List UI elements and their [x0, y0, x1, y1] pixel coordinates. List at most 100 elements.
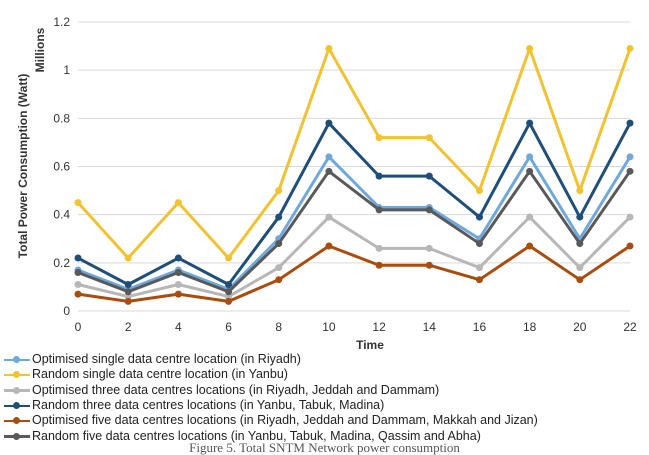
x-tick-label: 0: [75, 320, 82, 334]
y-tick-label: 0.6: [53, 160, 70, 174]
data-point: [174, 290, 182, 298]
data-point: [124, 288, 132, 296]
data-point: [475, 276, 483, 284]
data-point: [576, 213, 584, 221]
data-point: [325, 119, 333, 127]
data-point: [275, 264, 283, 272]
data-point: [124, 281, 132, 289]
data-point: [275, 276, 283, 284]
series-2: [74, 44, 634, 262]
data-point: [74, 281, 82, 289]
data-point: [225, 281, 233, 289]
legend-swatch: [4, 430, 30, 442]
y-axis-unit-label: Millions: [33, 27, 47, 72]
legend-label: Optimised single data centre location (i…: [32, 352, 301, 367]
data-point: [325, 153, 333, 161]
series-line: [77, 155, 632, 291]
data-point: [325, 242, 333, 250]
data-point: [124, 293, 132, 301]
data-point: [526, 44, 534, 52]
data-point: [526, 153, 534, 161]
data-point: [425, 206, 433, 214]
legend-swatch: [4, 369, 30, 381]
data-point: [174, 199, 182, 207]
data-point: [425, 244, 433, 252]
data-point: [74, 199, 82, 207]
data-point: [526, 119, 534, 127]
series-6: [74, 167, 634, 296]
data-point: [425, 261, 433, 269]
x-tick-label: 8: [275, 320, 282, 334]
data-point: [626, 44, 634, 52]
data-point: [325, 213, 333, 221]
data-point: [275, 240, 283, 248]
data-point: [526, 167, 534, 175]
y-tick-label: 0: [63, 304, 70, 318]
legend: Optimised single data centre location (i…: [4, 352, 644, 444]
x-tick-label: 16: [473, 320, 487, 334]
legend-label: Optimised five data centres locations (i…: [32, 413, 538, 428]
x-tick-label: 6: [225, 320, 232, 334]
data-point: [225, 293, 233, 301]
x-tick-label: 22: [623, 320, 637, 334]
y-tick-label: 1: [63, 63, 70, 77]
x-axis-ticks: 0 2 4 6 8 10 12 14 16 18 20 22: [75, 320, 637, 334]
data-point: [475, 240, 483, 248]
data-point: [174, 268, 182, 276]
data-point: [174, 254, 182, 262]
data-point: [74, 254, 82, 262]
data-point: [225, 297, 233, 305]
legend-label: Random five data centres locations (in Y…: [32, 428, 481, 443]
x-tick-label: 2: [125, 320, 132, 334]
series-4: [74, 119, 634, 289]
legend-item: Random three data centres locations (in …: [4, 398, 644, 413]
data-point: [225, 254, 233, 262]
series-line: [77, 215, 632, 299]
data-point: [626, 242, 634, 250]
figure-caption: Figure 5. Total SNTM Network power consu…: [189, 440, 460, 455]
data-point: [275, 213, 283, 221]
legend-label: Optimised three data centres locations (…: [32, 382, 440, 397]
data-point: [124, 254, 132, 262]
data-point: [626, 153, 634, 161]
legend-swatch: [4, 354, 30, 366]
data-point: [475, 264, 483, 272]
data-point: [526, 242, 534, 250]
data-point: [576, 276, 584, 284]
legend-item: Optimised single data centre location (i…: [4, 352, 644, 367]
y-tick-label: 0.2: [53, 256, 70, 270]
legend-item: Optimised five data centres locations (i…: [4, 413, 644, 428]
data-point: [375, 172, 383, 180]
data-point: [576, 187, 584, 195]
series-3: [74, 213, 634, 301]
data-point: [325, 44, 333, 52]
data-point: [225, 288, 233, 296]
data-point: [626, 213, 634, 221]
x-tick-label: 4: [175, 320, 182, 334]
legend-swatch: [4, 384, 30, 396]
x-tick-label: 12: [372, 320, 386, 334]
data-point: [626, 119, 634, 127]
series-line: [76, 46, 632, 260]
data-point: [576, 240, 584, 248]
x-tick-label: 10: [322, 320, 336, 334]
y-tick-label: 1.2: [53, 15, 70, 29]
data-point: [375, 206, 383, 214]
data-point: [425, 134, 433, 142]
series-line: [77, 121, 632, 287]
x-axis-label: Time: [356, 338, 384, 352]
data-point: [124, 297, 132, 305]
legend-label: Random three data centres locations (in …: [32, 398, 385, 413]
data-point: [74, 290, 82, 298]
y-axis-ticks: 0 0.2 0.4 0.6 0.8 1 1.2: [53, 15, 70, 318]
legend-swatch: [4, 400, 30, 412]
data-point: [475, 187, 483, 195]
legend-item: Optimised three data centres locations (…: [4, 383, 644, 398]
data-point: [425, 172, 433, 180]
data-point: [526, 213, 534, 221]
y-tick-label: 0.4: [53, 208, 70, 222]
data-point: [325, 167, 333, 175]
data-point: [74, 268, 82, 276]
data-point: [375, 261, 383, 269]
data-point: [626, 167, 634, 175]
